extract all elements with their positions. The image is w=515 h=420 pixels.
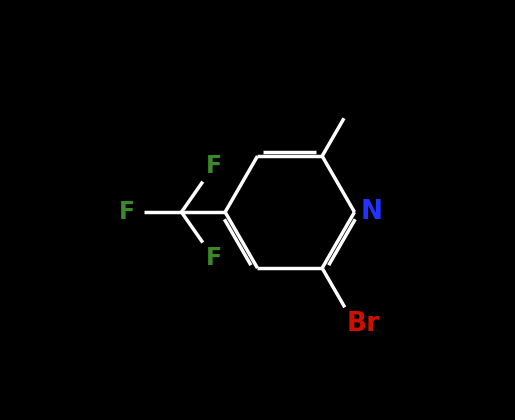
Text: F: F bbox=[205, 246, 221, 270]
Text: F: F bbox=[118, 200, 134, 224]
Text: N: N bbox=[360, 199, 382, 225]
Text: Br: Br bbox=[347, 310, 380, 336]
Text: F: F bbox=[205, 155, 221, 178]
